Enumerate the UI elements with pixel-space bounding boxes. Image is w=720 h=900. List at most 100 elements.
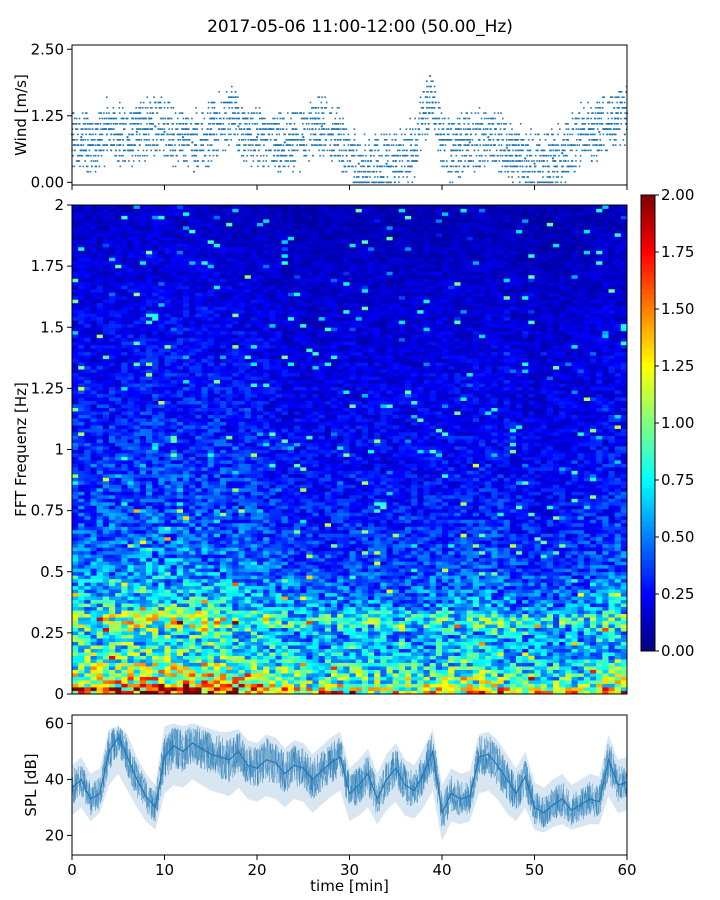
- spectrogram-cell: [127, 666, 135, 670]
- spectrogram-cell: [146, 585, 153, 590]
- spectrogram-cell: [133, 673, 141, 677]
- spectrogram-cell: [84, 652, 91, 656]
- spectrogram-cell: [115, 355, 122, 360]
- spectrogram-cell: [146, 274, 153, 279]
- spectrogram-cell: [152, 432, 159, 436]
- spectrogram-cell: [121, 603, 128, 608]
- spectrogram-cell: [115, 498, 122, 503]
- wind-sample: [213, 117, 215, 120]
- spectrogram-cell: [72, 397, 79, 401]
- wind-sample: [182, 139, 184, 141]
- wind-sample: [549, 181, 551, 184]
- spectrogram-cell: [139, 578, 147, 583]
- spectrogram-cell: [78, 309, 85, 314]
- wind-sample: [612, 144, 614, 146]
- spectrogram-cell: [109, 355, 116, 360]
- wind-sample: [425, 112, 427, 114]
- spectrogram-cell: [146, 669, 153, 674]
- wind-sample: [409, 170, 412, 173]
- wind-sample: [598, 149, 601, 152]
- wind-sample: [464, 144, 467, 146]
- spectrogram-cell: [96, 638, 104, 642]
- spectrogram-cell: [121, 687, 128, 691]
- spectrogram-cell: [102, 211, 110, 216]
- wind-sample: [162, 123, 165, 125]
- spectrogram-cell: [96, 344, 104, 349]
- spectrogram-cell: [84, 589, 91, 594]
- spectrogram-cell: [152, 470, 159, 475]
- spectrogram-cell: [84, 351, 91, 356]
- spectrogram-cell: [102, 610, 110, 615]
- spectrogram-cell: [127, 533, 135, 538]
- spectrogram-cell: [90, 561, 98, 566]
- spectrogram-cell: [102, 463, 110, 468]
- spectrogram-cell: [115, 613, 122, 618]
- spectrogram-cell: [72, 362, 79, 367]
- spectrogram-cell: [78, 323, 85, 328]
- spectrogram-cell: [121, 414, 128, 419]
- wind-sample: [381, 181, 383, 184]
- wind-sample: [346, 154, 348, 157]
- spectrogram-cell: [133, 390, 141, 395]
- wind-sample: [527, 144, 529, 146]
- wind-sample: [262, 123, 264, 125]
- spectrogram-cell: [78, 425, 85, 429]
- spectrogram-cell: [146, 582, 153, 587]
- wind-sample: [411, 149, 414, 152]
- spectrogram-cell: [78, 344, 85, 349]
- wind-sample: [224, 133, 226, 136]
- wind-sample: [510, 165, 512, 168]
- spectrogram-cell: [102, 641, 110, 646]
- spectrogram-cell: [127, 466, 135, 471]
- wind-sample: [427, 123, 430, 125]
- wind-sample: [546, 181, 549, 184]
- spectrogram-cell: [146, 239, 153, 244]
- wind-sample: [528, 181, 530, 184]
- spectrogram-cell: [139, 323, 147, 328]
- spectrogram-cell: [102, 253, 110, 258]
- spectrogram-cell: [78, 299, 85, 304]
- spectrogram-cell: [72, 236, 79, 241]
- wind-sample: [163, 133, 165, 136]
- wind-sample: [88, 144, 91, 146]
- wind-sample: [202, 160, 205, 162]
- wind-sample: [536, 144, 538, 146]
- wind-sample: [146, 154, 148, 157]
- wind-sample: [280, 160, 282, 162]
- spectrogram-cell: [127, 477, 135, 482]
- spectrogram-cell: [115, 582, 122, 587]
- spectrogram-cell: [90, 498, 98, 503]
- wind-sample: [448, 170, 451, 173]
- spectrogram-cell: [146, 498, 153, 503]
- wind-sample: [338, 160, 341, 162]
- spectrogram-cell: [78, 211, 85, 216]
- spectrogram-cell: [84, 547, 91, 552]
- spectrogram-cell: [146, 439, 153, 443]
- spectrogram-cell: [121, 428, 128, 433]
- wind-sample: [106, 123, 109, 125]
- wind-sample: [209, 128, 212, 130]
- wind-sample: [503, 160, 506, 162]
- wind-sample: [457, 123, 460, 125]
- wind-sample: [440, 144, 443, 146]
- wind-sample: [457, 139, 459, 141]
- wind-sample: [519, 154, 522, 157]
- spectrogram-cell: [133, 505, 141, 510]
- spectrogram-cell: [72, 484, 79, 489]
- spectrogram-cell: [139, 662, 147, 667]
- wind-sample: [564, 123, 567, 125]
- spectrogram-cell: [115, 578, 122, 583]
- wind-sample: [592, 128, 594, 130]
- wind-sample: [168, 101, 171, 104]
- wind-sample: [80, 144, 82, 146]
- wind-sample: [602, 128, 605, 130]
- wind-sample: [149, 117, 151, 120]
- spectrogram-cell: [121, 421, 128, 426]
- wind-sample: [201, 128, 203, 130]
- wind-sample: [582, 128, 585, 130]
- wind-sample: [577, 133, 580, 136]
- wind-ylabel: Wind [m/s]: [12, 74, 30, 156]
- wind-sample: [90, 154, 92, 157]
- wind-sample: [454, 170, 457, 173]
- wind-sample: [165, 144, 167, 146]
